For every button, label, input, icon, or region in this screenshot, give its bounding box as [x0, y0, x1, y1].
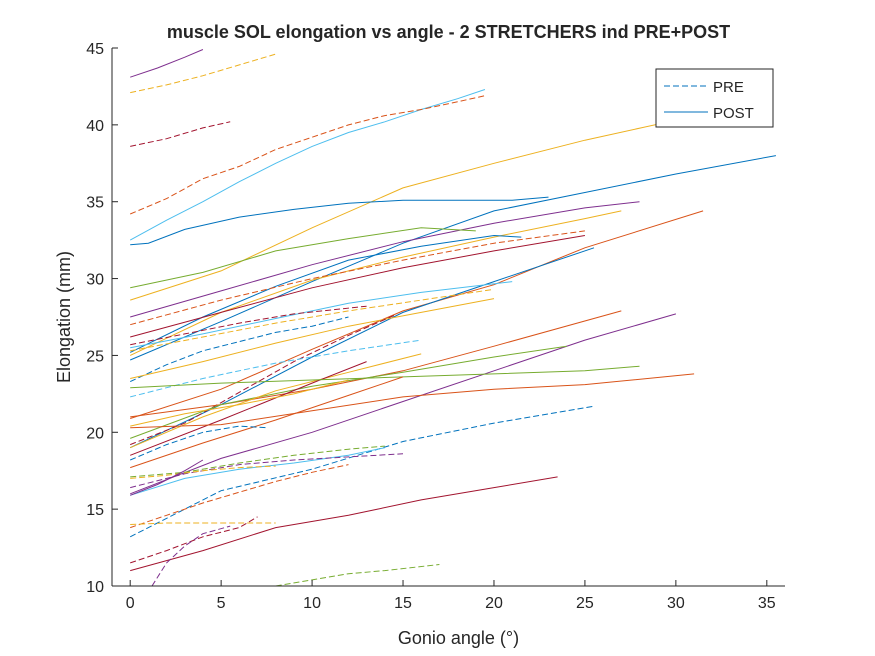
series-line-26 — [130, 353, 422, 449]
series-line-14 — [130, 230, 585, 326]
series-line-36 — [130, 453, 404, 489]
y-tick-label: 20 — [86, 425, 104, 442]
series-line-42 — [130, 516, 258, 564]
series-line-34 — [130, 445, 385, 478]
series-line-17 — [130, 288, 495, 352]
plot-area — [112, 48, 785, 586]
series-line-1 — [130, 53, 276, 94]
series-line-18 — [130, 305, 367, 346]
series-line-3 — [129, 89, 486, 241]
y-tick-label: 25 — [86, 348, 104, 365]
series-line-39 — [130, 459, 204, 496]
series-line-33 — [129, 405, 595, 538]
y-tick-label: 15 — [86, 502, 104, 519]
legend-label-post: POST — [713, 105, 754, 122]
x-tick-label: 25 — [576, 595, 594, 612]
series-line-0 — [130, 49, 204, 78]
legend-box — [655, 68, 774, 128]
series-line-12 — [130, 210, 704, 419]
series-line-23 — [130, 310, 622, 418]
series-line-4 — [130, 95, 486, 215]
x-tick-label: 15 — [394, 595, 412, 612]
series-line-44 — [275, 564, 440, 586]
series-line-7 — [130, 155, 776, 361]
series-line-8 — [130, 201, 640, 318]
series-line-31 — [130, 376, 404, 469]
y-tick-label: 40 — [86, 118, 104, 135]
legend-label-pre: PRE — [713, 79, 744, 96]
series-group — [129, 49, 776, 586]
x-tick-label: 30 — [667, 595, 685, 612]
x-tick-label: 10 — [303, 595, 321, 612]
series-line-32 — [130, 425, 267, 461]
series-line-22 — [130, 339, 422, 398]
series-line-27 — [130, 361, 367, 456]
y-tick-label: 35 — [86, 195, 104, 212]
series-line-13 — [130, 235, 585, 338]
y-tick-label: 10 — [86, 579, 104, 596]
series-line-2 — [130, 121, 231, 147]
series-line-30 — [130, 379, 349, 427]
series-line-38 — [130, 464, 349, 529]
y-axis-label: Elongation (mm) — [54, 251, 74, 383]
series-line-20 — [130, 298, 495, 379]
series-line-6 — [130, 196, 549, 246]
series-line-19 — [129, 316, 349, 383]
series-line-29 — [130, 373, 695, 429]
series-line-43 — [151, 525, 231, 586]
series-line-41 — [130, 522, 276, 525]
y-tick-label: 30 — [86, 272, 104, 289]
y-tick-label: 45 — [86, 41, 104, 58]
x-tick-label: 0 — [126, 595, 135, 612]
series-line-37 — [130, 465, 276, 479]
series-line-24 — [130, 313, 677, 495]
x-tick-label: 20 — [485, 595, 503, 612]
x-tick-label: 35 — [758, 595, 776, 612]
series-line-16 — [130, 281, 513, 349]
chart-title: muscle SOL elongation vs angle - 2 STRET… — [167, 22, 730, 42]
series-line-21 — [130, 315, 395, 446]
legend: PRE POST — [655, 68, 774, 128]
axes-group: 0 5 10 15 20 25 30 35 10 15 20 25 30 35 40 45 — [86, 41, 785, 612]
x-axis-label: Gonio angle (°) — [398, 628, 519, 648]
series-line-10 — [130, 227, 476, 289]
series-line-15 — [129, 247, 595, 449]
x-tick-label: 5 — [217, 595, 226, 612]
series-line-40 — [130, 476, 558, 572]
